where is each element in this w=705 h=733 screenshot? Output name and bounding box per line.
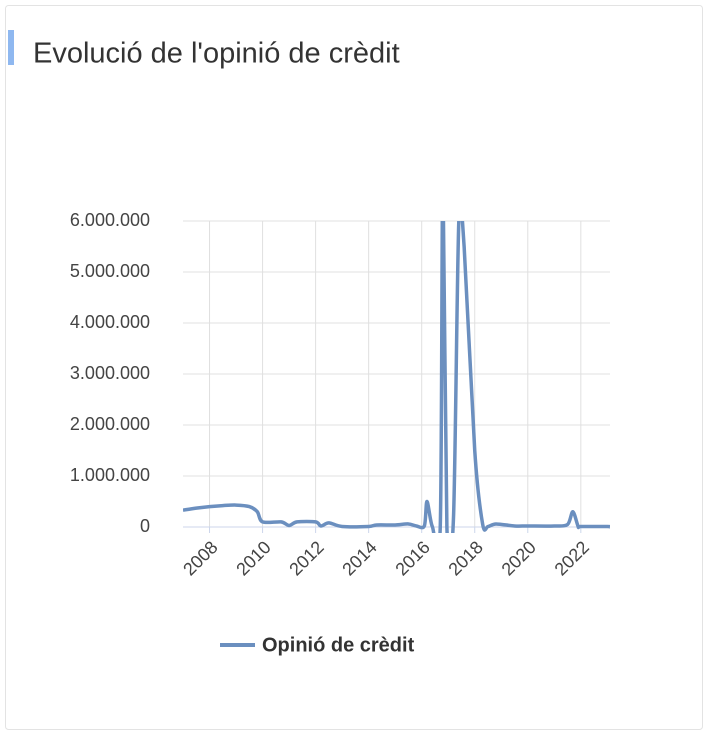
title-accent	[8, 30, 14, 65]
y-tick-label: 4.000.000	[70, 312, 150, 332]
y-tick-label: 1.000.000	[70, 465, 150, 485]
line	[183, 221, 610, 533]
legend-label: Opinió de crèdit	[262, 634, 415, 656]
y-tick-label: 6.000.000	[70, 210, 150, 230]
y-tick-label: 0	[140, 516, 150, 536]
card	[5, 5, 703, 730]
y-tick-label: 3.000.000	[70, 363, 150, 383]
y-tick-label: 2.000.000	[70, 414, 150, 434]
y-tick-label: 5.000.000	[70, 261, 150, 281]
chart-title: Evolució de l'opinió de crèdit	[33, 38, 400, 70]
